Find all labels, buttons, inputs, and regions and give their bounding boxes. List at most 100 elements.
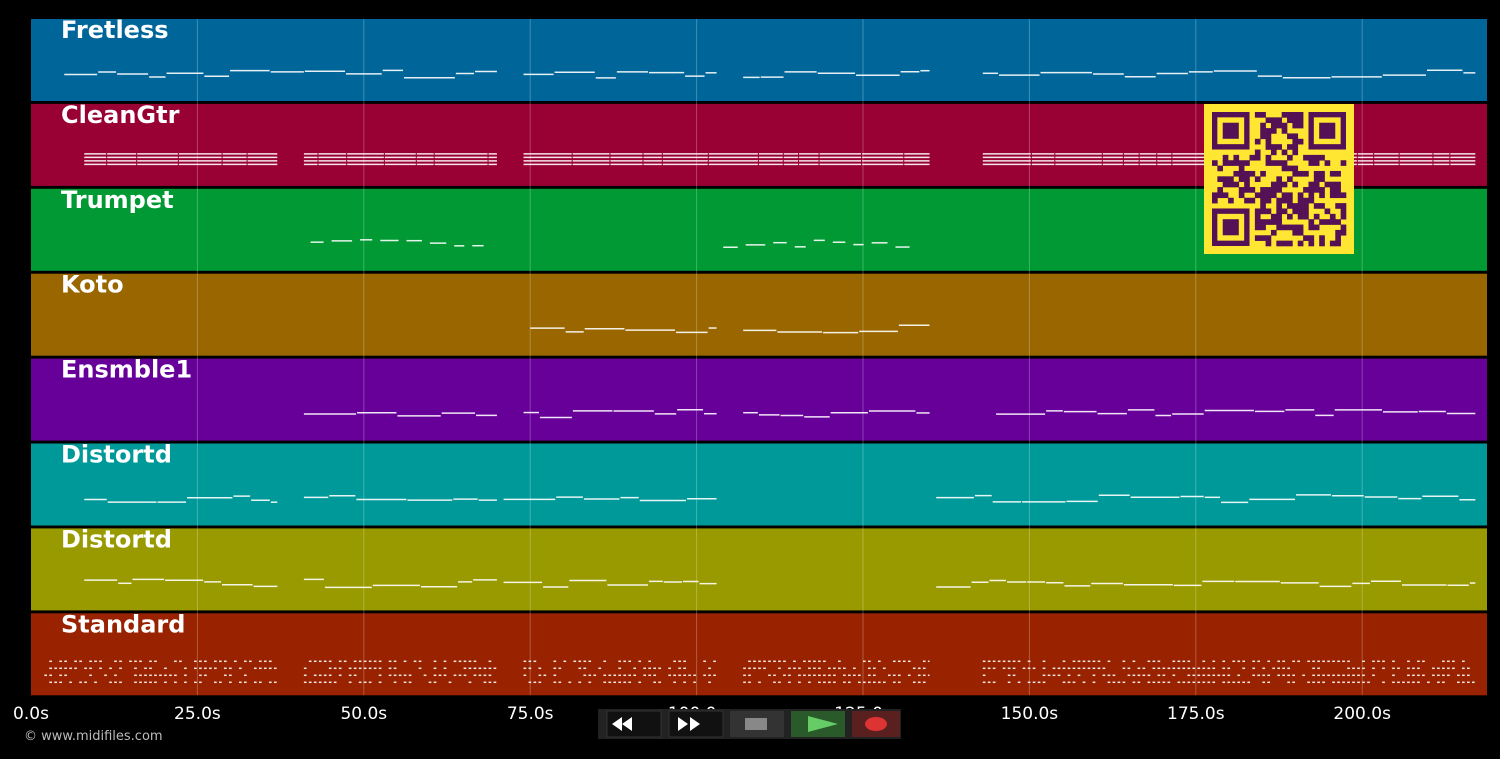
qr-module bbox=[1222, 160, 1229, 166]
qr-module bbox=[1319, 154, 1325, 161]
qr-module bbox=[1308, 154, 1315, 161]
qr-module bbox=[1244, 181, 1250, 188]
qr-module bbox=[1270, 213, 1277, 220]
qr-module bbox=[1265, 160, 1272, 166]
qr-module bbox=[1212, 160, 1218, 166]
qr-module bbox=[1297, 224, 1304, 231]
qr-module bbox=[1319, 176, 1325, 182]
qr-module bbox=[1319, 170, 1325, 177]
track-name: Koto bbox=[61, 271, 124, 299]
qr-module bbox=[1270, 229, 1277, 236]
qr-module bbox=[1319, 187, 1325, 193]
qr-module bbox=[1297, 112, 1304, 118]
qr-module bbox=[1270, 187, 1277, 193]
qr-module bbox=[1292, 224, 1299, 231]
qr-module bbox=[1244, 176, 1250, 182]
qr-module bbox=[1297, 197, 1304, 204]
qr-module bbox=[1340, 229, 1347, 236]
qr-module bbox=[1260, 112, 1266, 118]
qr-module bbox=[1254, 224, 1261, 231]
qr-module bbox=[1276, 117, 1282, 124]
qr-module bbox=[1308, 197, 1315, 204]
qr-module bbox=[1335, 229, 1341, 236]
qr-module bbox=[1244, 160, 1250, 166]
qr-module bbox=[1287, 192, 1293, 199]
qr-module bbox=[1335, 203, 1341, 209]
qr-module bbox=[1313, 160, 1320, 166]
qr-module bbox=[1287, 213, 1293, 220]
qr-module bbox=[1281, 192, 1288, 199]
qr-module bbox=[1270, 149, 1277, 156]
qr-module bbox=[1238, 176, 1245, 182]
qr-module bbox=[1265, 144, 1272, 150]
qr-module bbox=[1276, 176, 1282, 182]
qr-module bbox=[1276, 181, 1282, 188]
qr-module bbox=[1217, 192, 1224, 199]
time-tick-label: 50.0s bbox=[340, 704, 387, 724]
qr-module bbox=[1324, 208, 1331, 215]
qr-module bbox=[1270, 181, 1277, 188]
qr-module bbox=[1297, 240, 1304, 247]
qr-module bbox=[1324, 219, 1331, 225]
qr-module bbox=[1329, 187, 1336, 193]
qr-module bbox=[1281, 149, 1288, 156]
qr-module bbox=[1238, 160, 1245, 166]
qr-module bbox=[1212, 197, 1218, 204]
qr-module bbox=[1303, 197, 1309, 204]
track-band bbox=[31, 528, 1487, 611]
qr-code bbox=[1204, 104, 1354, 254]
qr-module bbox=[1292, 144, 1299, 150]
qr-module bbox=[1292, 203, 1299, 209]
qr-module bbox=[1222, 192, 1229, 199]
qr-module bbox=[1308, 219, 1315, 225]
qr-module bbox=[1217, 187, 1224, 193]
qr-module bbox=[1276, 144, 1282, 150]
qr-module bbox=[1276, 160, 1282, 166]
qr-module bbox=[1287, 117, 1293, 124]
qr-module bbox=[1276, 203, 1282, 209]
qr-module bbox=[1313, 224, 1320, 231]
qr-module bbox=[1233, 160, 1240, 166]
qr-module bbox=[1287, 224, 1293, 231]
qr-module bbox=[1270, 219, 1277, 225]
qr-module bbox=[1297, 170, 1304, 177]
qr-module bbox=[1335, 192, 1341, 199]
qr-module bbox=[1292, 138, 1299, 145]
qr-module bbox=[1265, 138, 1272, 145]
qr-module bbox=[1292, 117, 1299, 124]
qr-module bbox=[1329, 240, 1336, 247]
qr-module bbox=[1308, 160, 1315, 166]
qr-module bbox=[1308, 240, 1315, 247]
qr-module bbox=[1340, 203, 1347, 209]
qr-module bbox=[1324, 160, 1331, 166]
qr-module bbox=[1281, 122, 1288, 129]
time-tick-label: 75.0s bbox=[507, 704, 554, 724]
qr-module bbox=[1260, 133, 1266, 140]
qr-module bbox=[1340, 224, 1347, 231]
qr-module bbox=[1281, 208, 1288, 215]
qr-module bbox=[1281, 197, 1288, 204]
qr-module bbox=[1308, 235, 1315, 241]
qr-module bbox=[1276, 122, 1282, 129]
qr-module bbox=[1287, 203, 1293, 209]
qr-module bbox=[1287, 133, 1293, 140]
track-name: Standard bbox=[61, 610, 185, 638]
qr-module bbox=[1281, 112, 1288, 118]
qr-module bbox=[1238, 187, 1245, 193]
grid bbox=[196, 19, 1363, 696]
qr-module bbox=[1297, 122, 1304, 129]
qr-module bbox=[1281, 160, 1288, 166]
qr-module bbox=[1308, 187, 1315, 193]
track-name: Distortd bbox=[61, 441, 172, 469]
qr-module bbox=[1313, 170, 1320, 177]
qr-module bbox=[1265, 235, 1272, 241]
track-name: Fretless bbox=[61, 16, 169, 44]
qr-finder bbox=[1222, 122, 1239, 139]
qr-finder bbox=[1222, 219, 1239, 236]
time-tick-label: 0.0s bbox=[13, 704, 49, 724]
qr-module bbox=[1260, 170, 1266, 177]
qr-module bbox=[1265, 240, 1272, 247]
qr-module bbox=[1228, 160, 1234, 166]
qr-module bbox=[1233, 170, 1240, 177]
qr-module bbox=[1335, 219, 1341, 225]
